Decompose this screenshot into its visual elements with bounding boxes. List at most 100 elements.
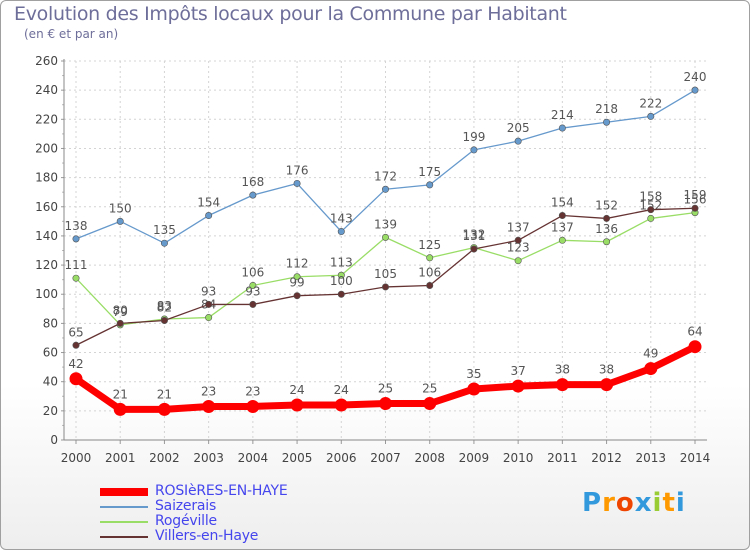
data-point bbox=[246, 399, 260, 413]
logo-letter: i bbox=[675, 488, 686, 518]
data-point bbox=[470, 146, 478, 154]
data-point bbox=[337, 290, 345, 298]
data-point bbox=[337, 271, 345, 279]
data-label: 42 bbox=[68, 357, 83, 371]
data-point bbox=[249, 281, 257, 289]
data-point bbox=[426, 181, 434, 189]
proxiti-logo: Proxiti bbox=[582, 488, 686, 518]
data-label: 154 bbox=[551, 196, 574, 210]
data-label: 65 bbox=[68, 325, 83, 339]
data-point bbox=[249, 191, 257, 199]
data-label: 35 bbox=[466, 367, 481, 381]
data-point bbox=[337, 228, 345, 236]
data-point bbox=[205, 314, 213, 322]
data-label: 111 bbox=[65, 258, 88, 272]
data-label: 24 bbox=[334, 383, 349, 397]
data-point bbox=[558, 124, 566, 132]
data-label: 172 bbox=[374, 169, 397, 183]
data-label: 25 bbox=[422, 382, 437, 396]
y-tick-label: 180 bbox=[35, 171, 58, 185]
data-point bbox=[647, 206, 655, 214]
data-label: 49 bbox=[643, 347, 658, 361]
y-tick-label: 60 bbox=[43, 346, 58, 360]
y-tick-label: 120 bbox=[35, 258, 58, 272]
logo-letter: P bbox=[582, 488, 603, 518]
data-label: 21 bbox=[157, 387, 172, 401]
data-point bbox=[249, 300, 257, 308]
data-label: 23 bbox=[245, 384, 260, 398]
data-point bbox=[603, 238, 611, 246]
logo-letter: r bbox=[602, 488, 616, 518]
data-point bbox=[69, 372, 83, 386]
data-label: 25 bbox=[378, 382, 393, 396]
data-point bbox=[558, 212, 566, 220]
data-point bbox=[113, 402, 127, 416]
x-tick-label: 2006 bbox=[326, 451, 357, 465]
data-label: 113 bbox=[330, 255, 353, 269]
data-label: 123 bbox=[507, 241, 530, 255]
data-label: 222 bbox=[639, 96, 662, 110]
data-label: 205 bbox=[507, 121, 530, 135]
logo-letter: i bbox=[652, 488, 663, 518]
x-tick-label: 2007 bbox=[370, 451, 401, 465]
x-tick-label: 2002 bbox=[149, 451, 180, 465]
logo-letter: x bbox=[634, 488, 653, 518]
legend-swatch bbox=[100, 488, 148, 496]
data-point bbox=[381, 283, 389, 291]
data-point bbox=[511, 379, 525, 393]
data-point bbox=[160, 316, 168, 324]
data-point bbox=[202, 399, 216, 413]
data-point bbox=[381, 233, 389, 241]
data-label: 159 bbox=[684, 188, 707, 202]
x-tick-label: 2000 bbox=[61, 451, 92, 465]
data-label: 240 bbox=[684, 70, 707, 84]
data-point bbox=[157, 402, 171, 416]
legend-swatch bbox=[100, 521, 148, 523]
y-tick-label: 260 bbox=[35, 54, 58, 68]
y-tick-label: 140 bbox=[35, 229, 58, 243]
data-point bbox=[514, 137, 522, 145]
data-label: 105 bbox=[374, 267, 397, 281]
data-label: 139 bbox=[374, 217, 397, 231]
x-tick-label: 2003 bbox=[193, 451, 224, 465]
data-label: 175 bbox=[418, 165, 441, 179]
data-point bbox=[558, 236, 566, 244]
x-tick-label: 2008 bbox=[414, 451, 445, 465]
data-label: 143 bbox=[330, 212, 353, 226]
x-tick-label: 2010 bbox=[503, 451, 534, 465]
y-tick-label: 200 bbox=[35, 141, 58, 155]
data-point bbox=[116, 319, 124, 327]
y-tick-label: 80 bbox=[43, 316, 58, 330]
data-label: 21 bbox=[113, 387, 128, 401]
data-label: 150 bbox=[109, 201, 132, 215]
data-label: 136 bbox=[595, 222, 618, 236]
data-label: 112 bbox=[286, 257, 309, 271]
data-point bbox=[334, 398, 348, 412]
data-point bbox=[555, 378, 569, 392]
data-point bbox=[644, 362, 658, 376]
data-label: 64 bbox=[687, 325, 702, 339]
data-point bbox=[426, 281, 434, 289]
data-label: 158 bbox=[639, 190, 662, 204]
data-point bbox=[600, 378, 614, 392]
y-tick-label: 0 bbox=[50, 433, 58, 447]
data-label: 156 bbox=[684, 193, 707, 207]
x-tick-label: 2009 bbox=[459, 451, 490, 465]
data-point bbox=[603, 214, 611, 222]
data-label: 38 bbox=[555, 363, 570, 377]
x-tick-label: 2005 bbox=[282, 451, 313, 465]
data-label: 137 bbox=[551, 220, 574, 234]
data-label: 82 bbox=[157, 300, 172, 314]
legend-swatch bbox=[100, 506, 148, 508]
data-label: 79 bbox=[113, 305, 128, 319]
data-point bbox=[160, 239, 168, 247]
data-label: 125 bbox=[418, 238, 441, 252]
data-point bbox=[379, 397, 392, 411]
data-point bbox=[691, 204, 699, 212]
data-label: 135 bbox=[153, 223, 176, 237]
data-label: 131 bbox=[462, 229, 485, 243]
x-tick-label: 2013 bbox=[636, 451, 667, 465]
data-label: 37 bbox=[511, 364, 526, 378]
data-point bbox=[293, 273, 301, 281]
